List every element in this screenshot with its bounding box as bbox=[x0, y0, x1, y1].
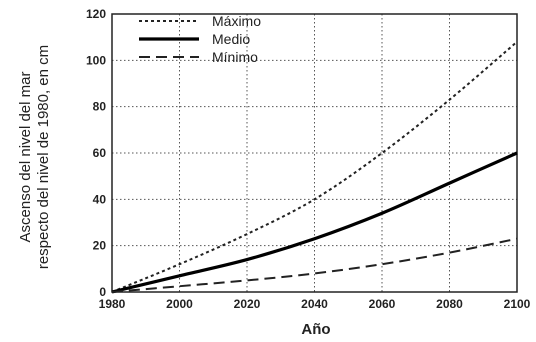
x-tick-label: 1980 bbox=[99, 297, 126, 311]
series-line-Máximo bbox=[111, 41, 518, 293]
y-axis-title-line2: respecto del nivel de 1980, en cm bbox=[35, 45, 52, 269]
x-tick-label: 2040 bbox=[301, 297, 328, 311]
y-tick-label: 0 bbox=[99, 285, 106, 299]
series-line-Medio bbox=[111, 151, 518, 294]
y-axis-title-line1: Ascenso del nivel del mar bbox=[17, 72, 34, 243]
y-tick-labels: 0 20 40 60 80 100 120 bbox=[86, 7, 106, 299]
x-axis-title: Año bbox=[301, 321, 330, 338]
y-tick-label: 60 bbox=[93, 146, 107, 160]
x-tick-label: 2000 bbox=[166, 297, 193, 311]
x-tick-label: 2080 bbox=[436, 297, 463, 311]
x-tick-label: 2020 bbox=[234, 297, 261, 311]
legend: Máximo Medio Mínimo bbox=[139, 13, 261, 65]
legend-label: Medio bbox=[212, 31, 250, 47]
y-tick-label: 120 bbox=[86, 7, 106, 21]
y-tick-label: 80 bbox=[93, 100, 107, 114]
series-layer bbox=[111, 41, 518, 294]
x-tick-labels: 1980 2000 2020 2040 2060 2080 2100 bbox=[99, 297, 531, 311]
x-tick-label: 2100 bbox=[504, 297, 531, 311]
legend-label: Mínimo bbox=[212, 49, 258, 65]
legend-label: Máximo bbox=[212, 13, 261, 29]
y-tick-label: 40 bbox=[93, 192, 107, 206]
x-tick-label: 2060 bbox=[369, 297, 396, 311]
y-tick-label: 100 bbox=[86, 53, 106, 67]
y-tick-label: 20 bbox=[93, 239, 107, 253]
